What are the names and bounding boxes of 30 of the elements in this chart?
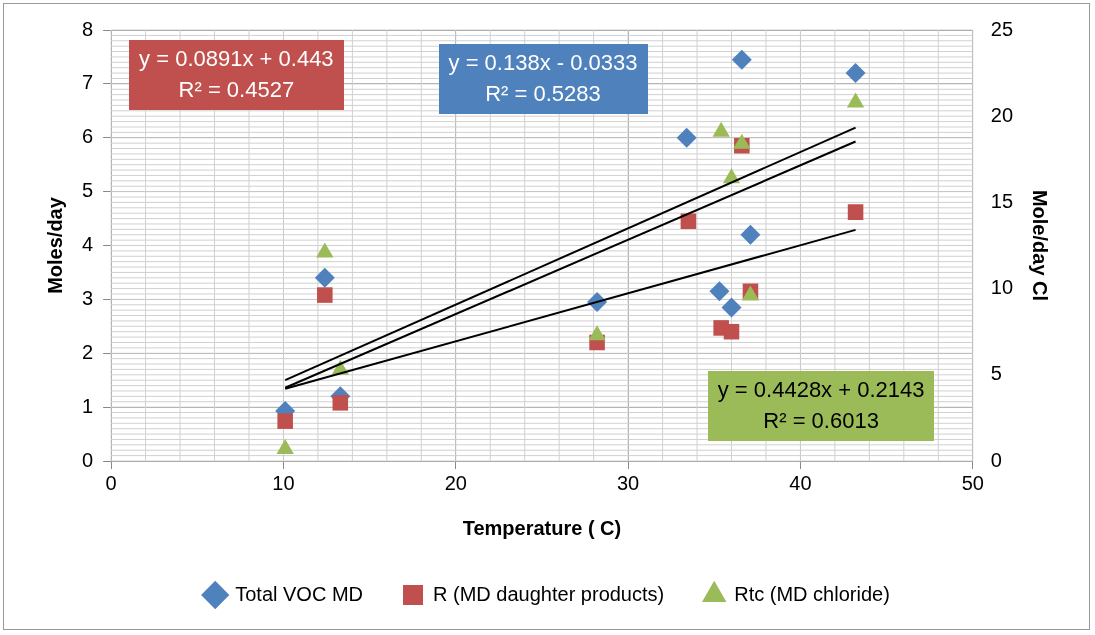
annotation: y = 0.138x - 0.0333 R² = 0.5283 xyxy=(438,44,648,114)
x-tick-label: 10 xyxy=(272,471,295,494)
y2-tick-label: 10 xyxy=(990,276,1013,299)
x-tick-label: 0 xyxy=(105,471,117,494)
y2-tick-label: 5 xyxy=(990,362,1002,385)
x-tick-label: 50 xyxy=(961,471,984,494)
y-axis-title: Moles/day xyxy=(43,196,66,294)
y2-axis-title: Mole/day Cl xyxy=(1029,189,1052,302)
x-tick-label: 20 xyxy=(444,471,467,494)
annotation: y = 0.4428x + 0.2143 R² = 0.6013 xyxy=(707,371,935,441)
y-tick-label: 4 xyxy=(82,233,94,256)
x-tick-label: 40 xyxy=(789,471,812,494)
y-tick-label: 3 xyxy=(82,286,94,309)
legend-label: Total VOC MD xyxy=(235,582,364,605)
y-tick-label: 8 xyxy=(82,17,94,40)
y-tick-label: 5 xyxy=(82,179,94,202)
legend-label: R (MD daughter products) xyxy=(433,582,665,605)
annotation: y = 0.0891x + 0.443 R² = 0.4527 xyxy=(129,40,344,110)
y-tick-label: 2 xyxy=(82,340,94,363)
y2-tick-label: 15 xyxy=(990,189,1013,212)
y-tick-label: 7 xyxy=(82,71,94,94)
y-tick-label: 1 xyxy=(82,394,94,417)
y-tick-label: 6 xyxy=(82,125,94,148)
y2-tick-label: 25 xyxy=(990,17,1013,40)
x-axis-title: Temperature ( C) xyxy=(462,516,622,539)
y2-tick-label: 20 xyxy=(990,103,1013,126)
y2-tick-label: 0 xyxy=(990,448,1002,471)
legend-label: Rtc (MD chloride) xyxy=(734,582,890,605)
x-tick-label: 30 xyxy=(616,471,640,494)
y-tick-label: 0 xyxy=(82,448,94,471)
